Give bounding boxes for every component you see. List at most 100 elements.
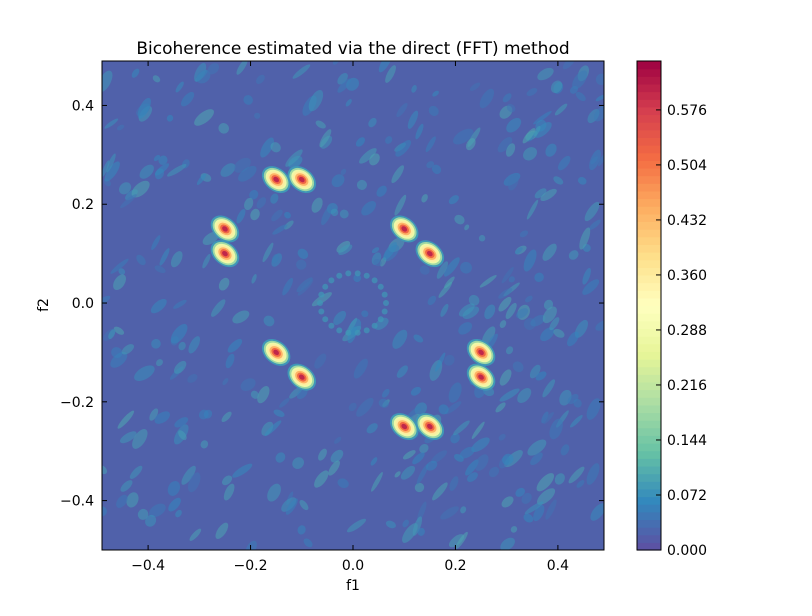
noise-blob [314, 353, 327, 369]
noise-blob [356, 179, 368, 190]
colorbar-band [637, 221, 661, 230]
noise-blob [530, 314, 546, 327]
y-tick-label: 0.0 [72, 296, 94, 312]
colorbar-band [637, 267, 661, 276]
colorbar-band [637, 404, 661, 414]
noise-blob [118, 268, 126, 275]
noise-blob [149, 503, 166, 518]
noise-blob [514, 247, 523, 255]
noise-blob [412, 516, 423, 536]
noise-blob [508, 174, 519, 191]
y-axis-label: f2 [36, 298, 52, 312]
peak [261, 338, 291, 366]
noise-blob [174, 417, 189, 428]
peak-contour [273, 176, 279, 183]
noise-blob [187, 373, 198, 383]
noise-blob [598, 153, 604, 167]
noise-blob [502, 453, 514, 466]
noise-blob [285, 498, 298, 515]
noise-blob [478, 235, 486, 242]
noise-blob [542, 243, 557, 261]
noise-blob [154, 265, 166, 274]
noise-blob [549, 418, 563, 440]
noise-blob [577, 177, 587, 185]
ring-blob [318, 291, 325, 298]
noise-blob [167, 480, 181, 496]
noise-blob [202, 253, 211, 269]
noise-blob [506, 103, 516, 113]
noise-blob [158, 155, 168, 165]
noise-blob [346, 518, 367, 533]
noise-blob [359, 148, 377, 164]
noise-blob [292, 457, 305, 469]
noise-blob [440, 303, 449, 317]
noise-blob [303, 538, 313, 548]
noise-blob [376, 185, 387, 197]
noise-blob [455, 531, 468, 550]
noise-blob [428, 105, 439, 116]
colorbar-band [637, 519, 661, 528]
noise-blob [449, 476, 459, 491]
colorbar-band [637, 122, 661, 131]
noise-blob [526, 88, 538, 97]
colorbar-band [637, 129, 661, 139]
ring-blob [336, 272, 343, 279]
noise-blob [126, 492, 139, 508]
noise-blob [568, 466, 585, 484]
x-tick-label: 0.2 [444, 558, 466, 574]
colorbar-band [637, 473, 661, 482]
peak-contour [401, 226, 408, 232]
noise-blob [296, 388, 308, 400]
noise-blob [236, 61, 248, 75]
noise-blob [415, 123, 424, 140]
noise-blob [168, 497, 181, 512]
noise-blob [218, 277, 230, 291]
noise-blob [338, 244, 353, 256]
noise-blob [519, 230, 529, 238]
noise-blob [256, 197, 267, 209]
noise-blob [586, 398, 601, 420]
noise-blob [244, 197, 254, 211]
noise-blob [297, 248, 309, 259]
noise-blob [522, 128, 536, 144]
noise-blob [353, 358, 368, 379]
noise-blob [120, 194, 137, 209]
noise-blob [505, 143, 516, 157]
noise-blob [462, 306, 480, 319]
noise-blob [523, 513, 534, 523]
y-axis: −0.4 −0.2 0.0 0.2 0.4 [60, 98, 604, 510]
noise-blob [579, 227, 591, 250]
noise-blob [533, 125, 541, 137]
noise-blob [116, 494, 128, 508]
noise-blob [337, 478, 349, 488]
noise-blob [448, 195, 459, 205]
noise-blob [501, 266, 514, 284]
noise-blob [270, 142, 281, 153]
noise-blob [526, 199, 539, 220]
x-axis-label: f1 [346, 578, 360, 594]
noise-blob [554, 103, 568, 116]
colorbar-band [637, 236, 661, 245]
colorbar-band [637, 297, 661, 307]
colorbar-band [637, 435, 661, 444]
noise-blob [211, 299, 226, 317]
noise-blob [297, 525, 306, 535]
noise-blob [181, 465, 196, 485]
noise-blob [102, 160, 110, 177]
noise-blob [110, 258, 129, 274]
noise-blob [427, 295, 437, 306]
noise-blob [296, 259, 307, 270]
noise-blob [175, 81, 184, 93]
noise-blob [443, 257, 460, 277]
colorbar-band [637, 167, 661, 177]
noise-blob [137, 97, 151, 119]
peak-contour [427, 423, 433, 430]
noise-blob [425, 136, 436, 153]
noise-blob [545, 143, 557, 157]
colorbar-band [637, 343, 661, 352]
noise-blob [220, 163, 236, 177]
ring-blob [354, 270, 361, 277]
noise-blob [540, 188, 557, 201]
x-axis: −0.4 −0.2 0.0 0.2 0.4 [131, 61, 569, 574]
noise-blob [419, 443, 429, 454]
